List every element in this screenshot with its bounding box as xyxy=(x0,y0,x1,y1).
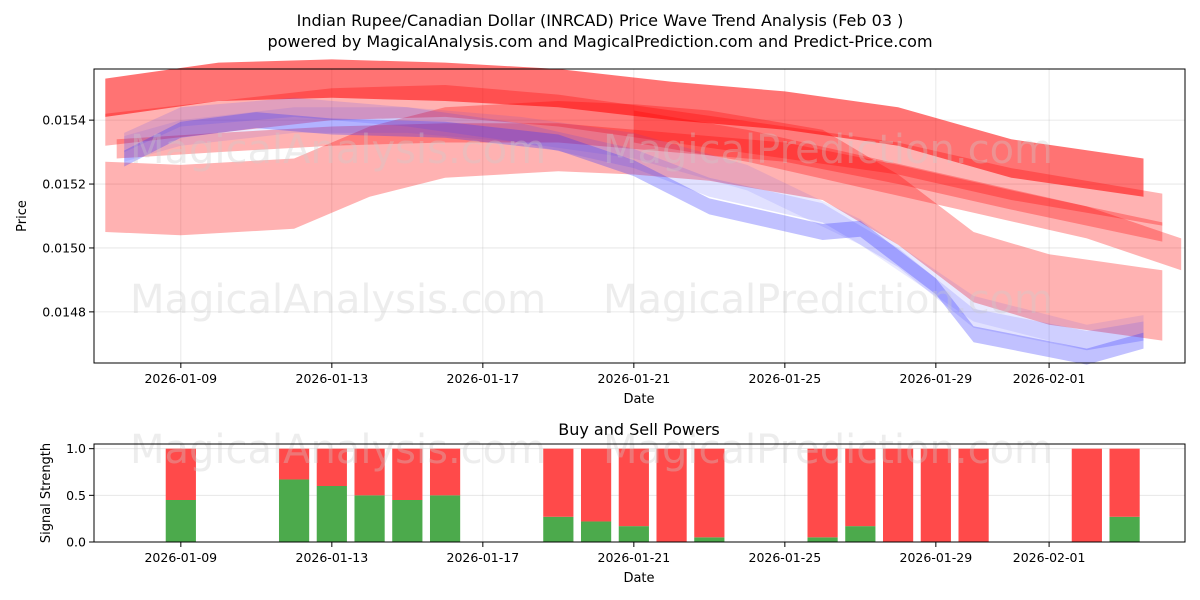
signal-y-axis-label: Signal Strength xyxy=(39,443,54,543)
sell-bar xyxy=(1109,448,1140,517)
sell-bar xyxy=(580,448,612,522)
watermark-prediction-1: MagicalPrediction.com xyxy=(603,127,1053,173)
sell-bar xyxy=(1071,448,1102,542)
red-band-1 xyxy=(105,59,1144,197)
signal-y-tick-label: 1.0 xyxy=(66,441,86,456)
watermark-analysis-2: MagicalAnalysis.com xyxy=(130,277,546,323)
price-plot-frame xyxy=(93,68,1186,364)
signal-x-tick-label: 2026-01-25 xyxy=(749,550,822,565)
buy-bar xyxy=(429,495,461,542)
buy-bar xyxy=(845,526,876,542)
sell-bar xyxy=(543,448,574,517)
signal-x-tick-label: 2026-01-17 xyxy=(447,550,520,565)
watermark-prediction-2: MagicalPrediction.com xyxy=(603,277,1053,323)
sell-bar xyxy=(656,448,687,542)
sell-bar xyxy=(845,448,876,527)
chart-subtitle: powered by MagicalAnalysis.com and Magic… xyxy=(267,32,932,51)
buy-bar xyxy=(694,537,725,542)
signal-bars xyxy=(165,448,1140,542)
red-band-3 xyxy=(116,123,1163,242)
signal-plot-frame xyxy=(93,443,1186,543)
watermark-prediction-3: MagicalPrediction.com xyxy=(603,427,1053,473)
price-y-ticks: 0.0148 0.0150 0.0152 0.0154 xyxy=(42,113,94,319)
buy-bar xyxy=(354,495,385,542)
price-x-tick-label: 2026-01-29 xyxy=(900,371,973,386)
blue-band-1 xyxy=(124,112,1144,365)
sell-bar xyxy=(316,448,347,486)
sell-bar xyxy=(429,448,461,496)
red-band-4 xyxy=(105,101,1163,341)
price-x-tick-label: 2026-01-21 xyxy=(598,371,671,386)
buy-bar xyxy=(316,486,347,542)
price-y-tick-label: 0.0148 xyxy=(42,304,86,319)
price-x-axis-label: Date xyxy=(623,392,654,407)
signal-watermarks: MagicalAnalysis.com MagicalPrediction.co… xyxy=(130,427,1053,473)
signal-x-tick-label: 2026-01-29 xyxy=(900,550,973,565)
price-watermarks: MagicalAnalysis.com MagicalPrediction.co… xyxy=(130,127,1053,323)
signal-y-tick-label: 0.0 xyxy=(66,535,86,550)
sell-bar xyxy=(278,448,310,480)
signal-x-axis-label: Date xyxy=(623,571,654,586)
buy-bar xyxy=(618,526,649,542)
signal-x-tick-label: 2026-01-13 xyxy=(296,550,369,565)
price-x-tick-label: 2026-01-13 xyxy=(296,371,369,386)
watermark-analysis-1: MagicalAnalysis.com xyxy=(130,127,546,173)
sell-bar xyxy=(920,448,951,542)
red-band-2 xyxy=(105,85,1163,226)
sell-bar xyxy=(694,448,725,538)
buy-bar xyxy=(807,537,838,542)
price-x-tick-label: 2026-01-25 xyxy=(749,371,822,386)
sell-bar xyxy=(618,448,649,527)
signal-x-tick-label: 2026-02-01 xyxy=(1013,550,1086,565)
sell-bar xyxy=(392,448,423,500)
buy-bar xyxy=(392,500,423,542)
red-band-5 xyxy=(633,110,1182,271)
price-x-ticks: 2026-01-09 2026-01-13 2026-01-17 2026-01-21… xyxy=(144,363,1085,386)
sell-bar xyxy=(354,448,385,496)
blue-band-2 xyxy=(124,97,1144,351)
signal-y-tick-label: 0.5 xyxy=(66,488,86,503)
sell-bar xyxy=(165,448,196,500)
chart-title: Indian Rupee/Canadian Dollar (INRCAD) Pr… xyxy=(297,11,904,30)
price-y-tick-label: 0.0152 xyxy=(42,177,86,192)
buy-bar xyxy=(278,479,310,542)
price-y-axis-label: Price xyxy=(15,200,30,232)
signal-x-ticks: 2026-01-09 2026-01-13 2026-01-17 2026-01-21… xyxy=(144,542,1085,565)
price-grid xyxy=(94,69,1185,363)
price-x-tick-label: 2026-01-09 xyxy=(144,371,217,386)
price-x-tick-label: 2026-02-01 xyxy=(1013,371,1086,386)
buy-bar xyxy=(1109,516,1140,542)
price-y-tick-label: 0.0154 xyxy=(42,113,86,128)
price-wave-bands xyxy=(105,59,1182,365)
sell-bar xyxy=(958,448,989,542)
buy-bar xyxy=(580,521,612,542)
signal-y-ticks: 0.0 0.5 1.0 xyxy=(66,441,94,550)
blue-band-3 xyxy=(124,107,1144,351)
signal-x-tick-label: 2026-01-09 xyxy=(144,550,217,565)
sell-bar xyxy=(807,448,838,538)
price-y-tick-label: 0.0150 xyxy=(42,240,86,255)
price-x-tick-label: 2026-01-17 xyxy=(447,371,520,386)
buy-bar xyxy=(543,516,574,542)
signal-chart-title: Buy and Sell Powers xyxy=(558,420,720,439)
sell-bar xyxy=(882,448,914,542)
signal-x-tick-label: 2026-01-21 xyxy=(598,550,671,565)
buy-bar xyxy=(165,500,196,542)
watermark-analysis-3: MagicalAnalysis.com xyxy=(130,427,546,473)
